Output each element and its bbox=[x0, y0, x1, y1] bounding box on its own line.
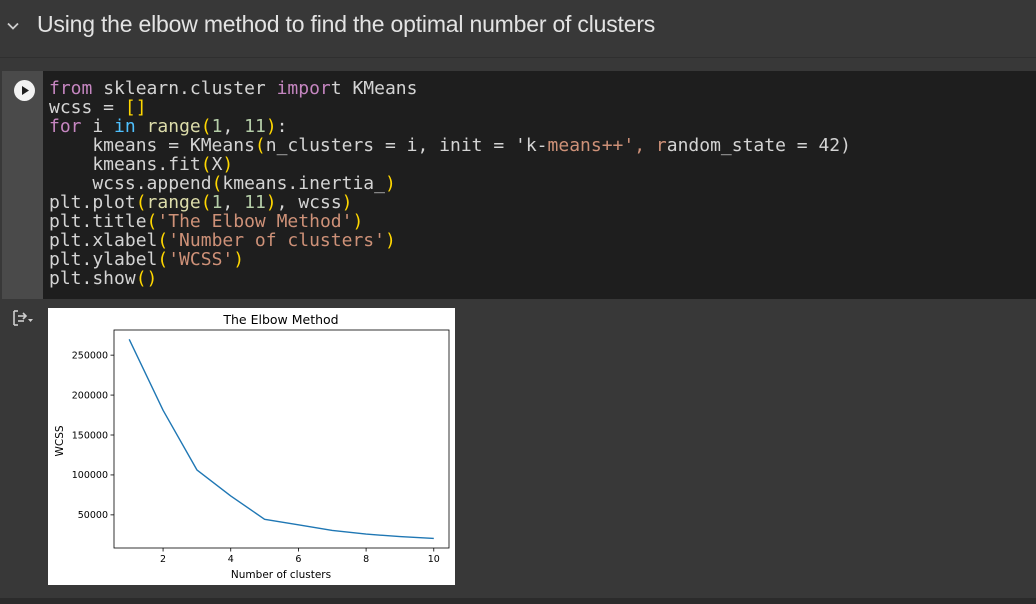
code-token: from bbox=[49, 78, 93, 99]
code-token: n_clusters = i, init = 'k- bbox=[265, 135, 548, 156]
y-tick-label: 100000 bbox=[72, 470, 108, 481]
code-token: ( bbox=[254, 135, 266, 156]
code-token: ) bbox=[265, 116, 277, 137]
code-token: : bbox=[276, 116, 288, 137]
code-token: 1 bbox=[211, 192, 223, 213]
chart-title: The Elbow Method bbox=[222, 312, 338, 327]
code-token: plt.ylabel bbox=[49, 249, 158, 270]
code-token: 11 bbox=[244, 116, 266, 137]
code-token: for bbox=[49, 116, 82, 137]
code-token: impor bbox=[265, 78, 331, 99]
elbow-plot: The Elbow Method Number of clusters WCSS… bbox=[48, 308, 455, 585]
code-token: range bbox=[146, 116, 201, 137]
output-toggle-icon[interactable] bbox=[12, 308, 34, 328]
y-tick-label: 150000 bbox=[72, 430, 108, 441]
code-line: plt.show() bbox=[49, 268, 157, 289]
code-token: wcss.append bbox=[49, 173, 212, 194]
code-line: kmeans.fit(X) bbox=[49, 154, 233, 175]
code-token: , wcss bbox=[276, 192, 342, 213]
code-token: plt.show bbox=[49, 268, 136, 289]
code-cell[interactable]: from sklearn.cluster import KMeans wcss … bbox=[0, 70, 1036, 600]
section-header[interactable]: Using the elbow method to find the optim… bbox=[0, 0, 1036, 54]
code-line: plt.xlabel('Number of clusters') bbox=[49, 230, 396, 251]
code-token: i bbox=[81, 116, 115, 137]
y-tick-label: 250000 bbox=[72, 350, 108, 361]
code-token: ) bbox=[233, 249, 245, 270]
x-tick-label: 6 bbox=[295, 554, 301, 565]
series-line bbox=[128, 338, 434, 540]
x-tick-label: 2 bbox=[160, 554, 166, 565]
cell-divider bbox=[0, 57, 1036, 58]
code-token: plt.plot bbox=[49, 192, 136, 213]
y-tick-label: 50000 bbox=[78, 510, 108, 521]
run-cell-button[interactable] bbox=[14, 80, 35, 101]
cell-output: The Elbow Method Number of clusters WCSS… bbox=[43, 299, 1036, 598]
code-token: ( bbox=[157, 230, 169, 251]
x-tick-label: 4 bbox=[228, 554, 234, 565]
code-token: ( bbox=[200, 192, 212, 213]
code-line: plt.title('The Elbow Method') bbox=[49, 211, 363, 232]
code-token: wcss = bbox=[49, 97, 125, 118]
code-line: plt.plot(range(1, 11), wcss) bbox=[49, 192, 353, 213]
code-token: ) bbox=[341, 192, 353, 213]
plot-lines bbox=[128, 338, 434, 540]
code-token: ) bbox=[384, 173, 396, 194]
code-token: , bbox=[222, 192, 245, 213]
code-token: means++', r bbox=[547, 135, 667, 156]
code-token: andom_state = 42) bbox=[666, 135, 851, 156]
code-token: 11 bbox=[244, 192, 266, 213]
y-tick-label: 200000 bbox=[72, 390, 108, 401]
code-token: ( bbox=[157, 249, 169, 270]
y-axis-label: WCSS bbox=[54, 425, 66, 456]
code-token bbox=[136, 116, 147, 137]
code-token: t KMeans bbox=[330, 78, 418, 99]
code-token: in bbox=[114, 116, 136, 137]
code-token: [] bbox=[124, 97, 147, 118]
code-line: kmeans = KMeans(n_clusters = i, init = '… bbox=[49, 135, 851, 156]
code-token: ( bbox=[211, 173, 223, 194]
chevron-down-icon[interactable] bbox=[6, 19, 20, 33]
x-axis-label: Number of clusters bbox=[231, 569, 331, 581]
code-token: ( bbox=[200, 116, 212, 137]
code-token: 'Number of clusters' bbox=[168, 230, 385, 251]
code-token: ( bbox=[135, 192, 147, 213]
section-title: Using the elbow method to find the optim… bbox=[37, 11, 656, 37]
line-chart: The Elbow Method Number of clusters WCSS… bbox=[54, 312, 450, 581]
code-token: plt.title bbox=[49, 211, 147, 232]
code-token: kmeans.fit bbox=[49, 154, 201, 175]
code-token: plt.xlabel bbox=[49, 230, 158, 251]
cell-gutter bbox=[2, 71, 43, 299]
code-token: () bbox=[135, 268, 158, 289]
code-token: 1 bbox=[211, 116, 223, 137]
code-token: , bbox=[222, 116, 245, 137]
axis-ticks: 2 4 6 8 10 50000 100000 150000 200000 250000 bbox=[72, 350, 440, 565]
code-token: ) bbox=[352, 211, 364, 232]
code-token: ( bbox=[146, 211, 158, 232]
code-token: ) bbox=[384, 230, 396, 251]
code-token: kmeans = KMeans bbox=[49, 135, 255, 156]
code-line: plt.ylabel('WCSS') bbox=[49, 249, 244, 270]
code-editor[interactable]: from sklearn.cluster import KMeans wcss … bbox=[43, 71, 1036, 299]
x-tick-label: 10 bbox=[428, 554, 440, 565]
code-token: X bbox=[211, 154, 223, 175]
code-token: ) bbox=[222, 154, 234, 175]
code-line: wcss = [] bbox=[49, 97, 147, 118]
code-token: range bbox=[146, 192, 201, 213]
x-tick-label: 8 bbox=[363, 554, 369, 565]
code-line: for i in range(1, 11): bbox=[49, 116, 288, 137]
axes-frame bbox=[113, 329, 450, 549]
code-token: 'The Elbow Method' bbox=[157, 211, 353, 232]
code-token: sklearn.cluster bbox=[92, 78, 266, 99]
code-token: ) bbox=[265, 192, 277, 213]
code-line: wcss.append(kmeans.inertia_) bbox=[49, 173, 396, 194]
code-token: 'WCSS' bbox=[168, 249, 234, 270]
code-block[interactable]: from sklearn.cluster import KMeans wcss … bbox=[49, 79, 851, 288]
play-icon bbox=[21, 86, 29, 95]
code-token: kmeans.inertia_ bbox=[222, 173, 385, 194]
bottom-bar bbox=[0, 598, 1036, 604]
code-token: ( bbox=[200, 154, 212, 175]
code-line: from sklearn.cluster import KMeans bbox=[49, 78, 417, 99]
